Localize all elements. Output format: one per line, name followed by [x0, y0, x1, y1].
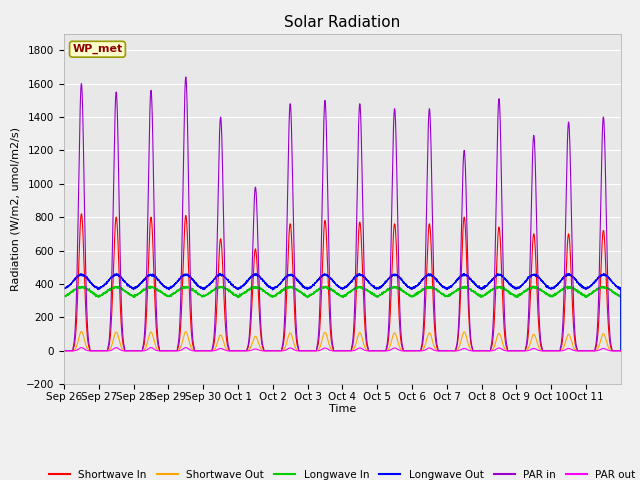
- Y-axis label: Radiation (W/m2, umol/m2/s): Radiation (W/m2, umol/m2/s): [10, 127, 20, 291]
- PAR out: [393, 346, 401, 352]
- Shortwave Out: [523, 347, 531, 353]
- PAR out: [523, 348, 531, 354]
- Longwave In: [60, 293, 68, 299]
- X-axis label: Time: Time: [329, 405, 356, 414]
- Longwave In: [495, 285, 503, 290]
- Longwave Out: [617, 348, 625, 353]
- Shortwave In: [393, 259, 401, 265]
- Text: WP_met: WP_met: [72, 44, 123, 54]
- Line: Longwave Out: Longwave Out: [64, 274, 621, 350]
- Shortwave In: [537, 343, 545, 349]
- Shortwave Out: [495, 331, 503, 336]
- Longwave In: [175, 287, 183, 293]
- Title: Solar Radiation: Solar Radiation: [284, 15, 401, 30]
- Line: Shortwave Out: Shortwave Out: [64, 332, 621, 350]
- Line: PAR out: PAR out: [64, 348, 621, 351]
- PAR in: [182, 74, 189, 80]
- Line: Longwave In: Longwave In: [64, 286, 621, 350]
- Longwave Out: [537, 276, 545, 282]
- Longwave Out: [495, 272, 503, 278]
- PAR out: [537, 348, 545, 354]
- Line: PAR in: PAR in: [64, 77, 621, 350]
- PAR out: [77, 345, 85, 350]
- Shortwave In: [364, 344, 371, 349]
- Shortwave Out: [77, 329, 85, 335]
- Shortwave In: [60, 348, 68, 353]
- Longwave Out: [393, 273, 401, 278]
- PAR in: [523, 341, 531, 347]
- PAR out: [495, 345, 503, 351]
- Shortwave In: [523, 344, 531, 349]
- Shortwave Out: [393, 336, 401, 341]
- Longwave Out: [363, 277, 371, 283]
- PAR in: [617, 348, 625, 353]
- Longwave In: [363, 288, 371, 294]
- Shortwave Out: [537, 347, 545, 353]
- Shortwave Out: [617, 348, 625, 353]
- Shortwave Out: [60, 348, 68, 353]
- PAR in: [364, 340, 371, 346]
- PAR in: [175, 328, 183, 334]
- Longwave Out: [60, 286, 68, 291]
- PAR out: [364, 348, 371, 354]
- Longwave Out: [523, 279, 531, 285]
- Shortwave In: [617, 348, 625, 353]
- PAR out: [617, 348, 625, 353]
- PAR in: [495, 96, 503, 102]
- Line: Shortwave In: Shortwave In: [64, 214, 621, 350]
- Longwave In: [523, 288, 531, 294]
- Shortwave In: [77, 211, 85, 216]
- Longwave Out: [175, 276, 183, 282]
- Legend: Shortwave In, Shortwave Out, Longwave In, Longwave Out, PAR in, PAR out: Shortwave In, Shortwave Out, Longwave In…: [45, 466, 640, 480]
- Longwave In: [529, 283, 537, 289]
- Shortwave In: [495, 225, 503, 230]
- Shortwave Out: [364, 347, 371, 353]
- PAR out: [176, 348, 184, 354]
- Longwave In: [393, 285, 401, 290]
- PAR in: [393, 179, 401, 185]
- PAR in: [537, 339, 545, 345]
- Shortwave In: [176, 337, 184, 343]
- Longwave In: [617, 348, 625, 353]
- Longwave In: [537, 287, 545, 293]
- PAR in: [60, 348, 68, 353]
- Shortwave Out: [176, 346, 184, 352]
- Longwave Out: [565, 271, 573, 276]
- PAR out: [60, 348, 68, 354]
